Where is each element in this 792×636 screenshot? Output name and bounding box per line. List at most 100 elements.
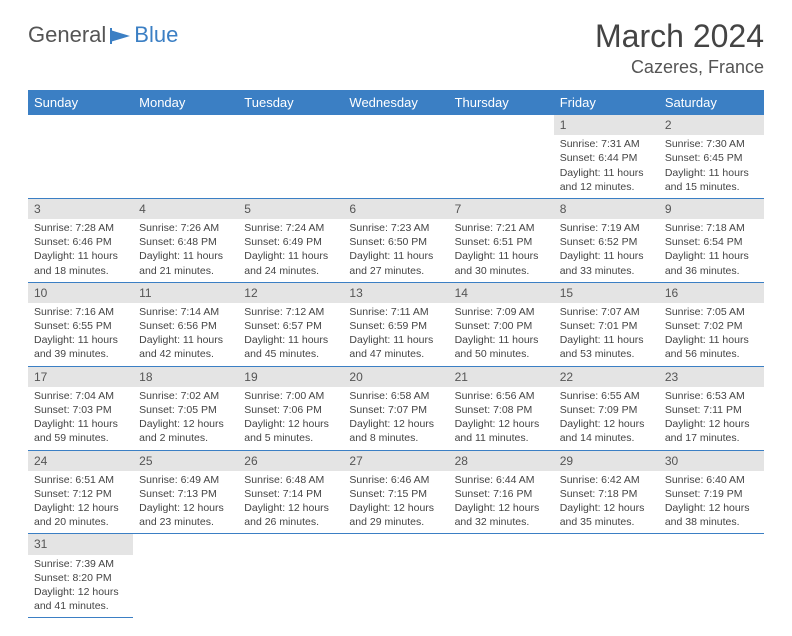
sunset-text: Sunset: 6:54 PM [665, 235, 758, 249]
day-cell: Sunrise: 7:04 AMSunset: 7:03 PMDaylight:… [28, 387, 133, 450]
location: Cazeres, France [595, 57, 764, 78]
sunrise-text: Sunrise: 7:19 AM [560, 221, 653, 235]
day-cell: Sunrise: 7:11 AMSunset: 6:59 PMDaylight:… [343, 303, 448, 366]
day-cell: Sunrise: 6:55 AMSunset: 7:09 PMDaylight:… [554, 387, 659, 450]
sunset-text: Sunset: 6:50 PM [349, 235, 442, 249]
sunrise-text: Sunrise: 7:31 AM [560, 137, 653, 151]
day-number: 23 [659, 366, 764, 387]
sunrise-text: Sunrise: 7:18 AM [665, 221, 758, 235]
day-cell: Sunrise: 7:26 AMSunset: 6:48 PMDaylight:… [133, 219, 238, 282]
sunrise-text: Sunrise: 7:39 AM [34, 557, 127, 571]
sunset-text: Sunset: 7:11 PM [665, 403, 758, 417]
day-number: 10 [28, 282, 133, 303]
day-cell: Sunrise: 6:42 AMSunset: 7:18 PMDaylight:… [554, 471, 659, 534]
sunset-text: Sunset: 7:06 PM [244, 403, 337, 417]
sunrise-text: Sunrise: 6:56 AM [455, 389, 548, 403]
sunrise-text: Sunrise: 7:12 AM [244, 305, 337, 319]
day-number: 12 [238, 282, 343, 303]
daylight-text: Daylight: 11 hours and 18 minutes. [34, 249, 127, 277]
day-cell: Sunrise: 7:21 AMSunset: 6:51 PMDaylight:… [449, 219, 554, 282]
sunset-text: Sunset: 7:16 PM [455, 487, 548, 501]
sunrise-text: Sunrise: 6:53 AM [665, 389, 758, 403]
day-content-row: Sunrise: 7:16 AMSunset: 6:55 PMDaylight:… [28, 303, 764, 366]
day-cell: Sunrise: 7:19 AMSunset: 6:52 PMDaylight:… [554, 219, 659, 282]
daylight-text: Daylight: 11 hours and 36 minutes. [665, 249, 758, 277]
sunset-text: Sunset: 6:57 PM [244, 319, 337, 333]
day-header: Sunday [28, 90, 133, 115]
sunset-text: Sunset: 8:20 PM [34, 571, 127, 585]
logo-text-2: Blue [134, 22, 178, 48]
day-cell: Sunrise: 6:56 AMSunset: 7:08 PMDaylight:… [449, 387, 554, 450]
daylight-text: Daylight: 12 hours and 35 minutes. [560, 501, 653, 529]
sunset-text: Sunset: 6:59 PM [349, 319, 442, 333]
day-number-row: 24252627282930 [28, 450, 764, 471]
sunrise-text: Sunrise: 6:44 AM [455, 473, 548, 487]
sunrise-text: Sunrise: 6:55 AM [560, 389, 653, 403]
day-number: 16 [659, 282, 764, 303]
day-number: 5 [238, 198, 343, 219]
sunset-text: Sunset: 7:08 PM [455, 403, 548, 417]
logo: General Blue [28, 22, 178, 48]
day-cell [133, 555, 238, 618]
sunset-text: Sunset: 7:13 PM [139, 487, 232, 501]
day-content-row: Sunrise: 7:31 AMSunset: 6:44 PMDaylight:… [28, 135, 764, 198]
sunrise-text: Sunrise: 7:28 AM [34, 221, 127, 235]
day-number: 8 [554, 198, 659, 219]
sunrise-text: Sunrise: 6:51 AM [34, 473, 127, 487]
day-header: Monday [133, 90, 238, 115]
day-number [133, 115, 238, 135]
day-cell: Sunrise: 7:31 AMSunset: 6:44 PMDaylight:… [554, 135, 659, 198]
sunrise-text: Sunrise: 7:04 AM [34, 389, 127, 403]
sunset-text: Sunset: 6:56 PM [139, 319, 232, 333]
day-content-row: Sunrise: 6:51 AMSunset: 7:12 PM Daylight:… [28, 471, 764, 534]
daylight-text: Daylight: 12 hours and 41 minutes. [34, 585, 127, 613]
sunset-text: Sunset: 7:02 PM [665, 319, 758, 333]
sunset-text: Sunset: 7:05 PM [139, 403, 232, 417]
daylight-text: Daylight: 11 hours and 24 minutes. [244, 249, 337, 277]
daylight-text: Daylight: 12 hours and 17 minutes. [665, 417, 758, 445]
sunrise-text: Sunrise: 6:58 AM [349, 389, 442, 403]
day-cell: Sunrise: 7:39 AMSunset: 8:20 PMDaylight:… [28, 555, 133, 618]
daylight-text: Daylight: 11 hours and 42 minutes. [139, 333, 232, 361]
sunset-text: Sunset: 7:01 PM [560, 319, 653, 333]
day-number: 29 [554, 450, 659, 471]
sunset-text: Sunset: 7:12 PM [34, 487, 127, 501]
daylight-text: Daylight: 11 hours and 59 minutes. [34, 417, 127, 445]
sunset-text: Sunset: 6:46 PM [34, 235, 127, 249]
day-cell: Sunrise: 7:00 AMSunset: 7:06 PMDaylight:… [238, 387, 343, 450]
day-number [659, 534, 764, 555]
sunrise-text: Sunrise: 7:00 AM [244, 389, 337, 403]
daylight-text: Daylight: 12 hours and 32 minutes. [455, 501, 548, 529]
day-cell: Sunrise: 7:18 AMSunset: 6:54 PMDaylight:… [659, 219, 764, 282]
sunset-text: Sunset: 7:14 PM [244, 487, 337, 501]
day-cell: Sunrise: 7:07 AMSunset: 7:01 PMDaylight:… [554, 303, 659, 366]
day-cell: Sunrise: 7:12 AMSunset: 6:57 PMDaylight:… [238, 303, 343, 366]
logo-text-1: General [28, 22, 106, 48]
sunset-text: Sunset: 6:55 PM [34, 319, 127, 333]
daylight-text: Daylight: 11 hours and 39 minutes. [34, 333, 127, 361]
daylight-text: Daylight: 11 hours and 27 minutes. [349, 249, 442, 277]
day-number: 27 [343, 450, 448, 471]
day-header: Friday [554, 90, 659, 115]
day-cell: Sunrise: 6:53 AMSunset: 7:11 PMDaylight:… [659, 387, 764, 450]
day-cell: Sunrise: 7:05 AMSunset: 7:02 PMDaylight:… [659, 303, 764, 366]
sunrise-text: Sunrise: 7:24 AM [244, 221, 337, 235]
daylight-text: Daylight: 12 hours and 23 minutes. [139, 501, 232, 529]
day-number: 22 [554, 366, 659, 387]
sunrise-text: Sunrise: 7:02 AM [139, 389, 232, 403]
daylight-text: Daylight: 11 hours and 56 minutes. [665, 333, 758, 361]
day-number-row: 12 [28, 115, 764, 135]
day-cell: Sunrise: 6:46 AMSunset: 7:15 PMDaylight:… [343, 471, 448, 534]
day-number: 24 [28, 450, 133, 471]
daylight-text: Daylight: 11 hours and 15 minutes. [665, 166, 758, 194]
sunrise-text: Sunrise: 7:16 AM [34, 305, 127, 319]
day-number [238, 534, 343, 555]
day-number: 9 [659, 198, 764, 219]
day-content-row: Sunrise: 7:39 AMSunset: 8:20 PMDaylight:… [28, 555, 764, 618]
day-cell: Sunrise: 7:24 AMSunset: 6:49 PMDaylight:… [238, 219, 343, 282]
day-cell [449, 135, 554, 198]
daylight-text: Daylight: 11 hours and 53 minutes. [560, 333, 653, 361]
day-content-row: Sunrise: 7:28 AMSunset: 6:46 PMDaylight:… [28, 219, 764, 282]
day-number: 1 [554, 115, 659, 135]
day-content-row: Sunrise: 7:04 AMSunset: 7:03 PMDaylight:… [28, 387, 764, 450]
